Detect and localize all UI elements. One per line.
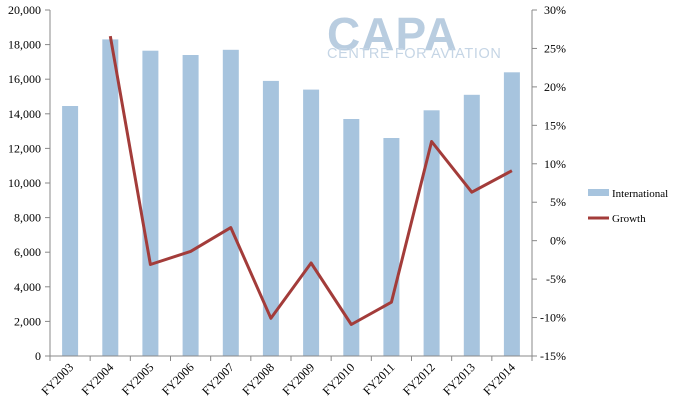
- left-tick-label: 2,000: [14, 314, 41, 328]
- right-tick-label: -15%: [540, 349, 566, 363]
- right-tick-label: -5%: [546, 272, 566, 286]
- left-tick-label: 10,000: [8, 176, 41, 190]
- right-tick-label: 20%: [544, 80, 566, 94]
- x-tick-label: FY2011: [360, 360, 397, 397]
- legend-swatch-international: [588, 189, 609, 196]
- x-tick-label: FY2014: [480, 360, 518, 398]
- bar-fy2003: [62, 106, 79, 356]
- right-tick-label: 15%: [544, 118, 566, 132]
- left-tick-label: 20,000: [8, 3, 41, 17]
- x-tick-label: FY2003: [38, 360, 76, 398]
- x-tick-label: FY2008: [239, 360, 277, 398]
- x-tick-label: FY2012: [400, 360, 438, 398]
- bar-fy2005: [142, 50, 159, 356]
- line-series-growth: [108, 35, 513, 326]
- bar-fy2006: [182, 55, 199, 356]
- right-tick-label: 0%: [550, 234, 566, 248]
- x-tick-label: FY2007: [199, 360, 237, 398]
- x-tick-label: FY2006: [159, 360, 197, 398]
- left-tick-label: 14,000: [8, 107, 41, 121]
- bar-fy2012: [423, 110, 440, 356]
- bar-fy2011: [383, 138, 400, 356]
- bar-fy2008: [262, 80, 279, 357]
- x-tick-label: FY2004: [79, 360, 117, 398]
- bar-fy2004: [102, 39, 119, 357]
- right-tick-label: 25%: [544, 41, 566, 55]
- right-tick-label: 30%: [544, 3, 566, 17]
- legend-label-growth: Growth: [612, 213, 646, 225]
- right-tick-label: 5%: [550, 195, 566, 209]
- right-tick-label: -10%: [540, 311, 566, 325]
- left-axis-ticks: 0 2,000 4,000 6,000 8,000 10,000 12,000 14,000 1…: [8, 3, 50, 363]
- bar-fy2010: [343, 119, 360, 356]
- left-tick-label: 6,000: [14, 245, 41, 259]
- capa-watermark: CAPA CENTRE FOR AVIATION: [327, 8, 501, 62]
- right-tick-label: 10%: [544, 157, 566, 171]
- growth-line: [108, 35, 513, 326]
- left-tick-label: 4,000: [14, 280, 41, 294]
- left-tick-label: 12,000: [8, 141, 41, 155]
- x-tick-label: FY2009: [279, 360, 317, 398]
- left-tick-label: 18,000: [8, 38, 41, 52]
- x-tick-label: FY2005: [119, 360, 157, 398]
- capa-logo-text: CAPA: [327, 8, 458, 60]
- bar-series-international: [62, 39, 520, 357]
- bar-fy2014: [503, 72, 520, 357]
- bar-fy2009: [303, 89, 320, 356]
- x-tick-label: FY2010: [320, 360, 358, 398]
- x-tick-label: FY2013: [440, 360, 478, 398]
- bar-fy2013: [463, 94, 480, 357]
- left-tick-label: 0: [35, 349, 41, 363]
- left-tick-label: 16,000: [8, 72, 41, 86]
- bar-fy2007: [222, 49, 239, 357]
- capa-tagline: CENTRE FOR AVIATION: [327, 46, 501, 62]
- right-axis-ticks: -15% -10% -5% 0% 5% 10% 15% 20% 25% 30%: [532, 3, 566, 363]
- x-axis-labels: FY2003 FY2004 FY2005 FY2006 FY2007 FY2008 FY20…: [38, 360, 518, 398]
- left-tick-label: 8,000: [14, 211, 41, 225]
- legend: International Growth: [588, 188, 668, 225]
- legend-label-international: International: [612, 188, 668, 200]
- axes: [49, 10, 533, 361]
